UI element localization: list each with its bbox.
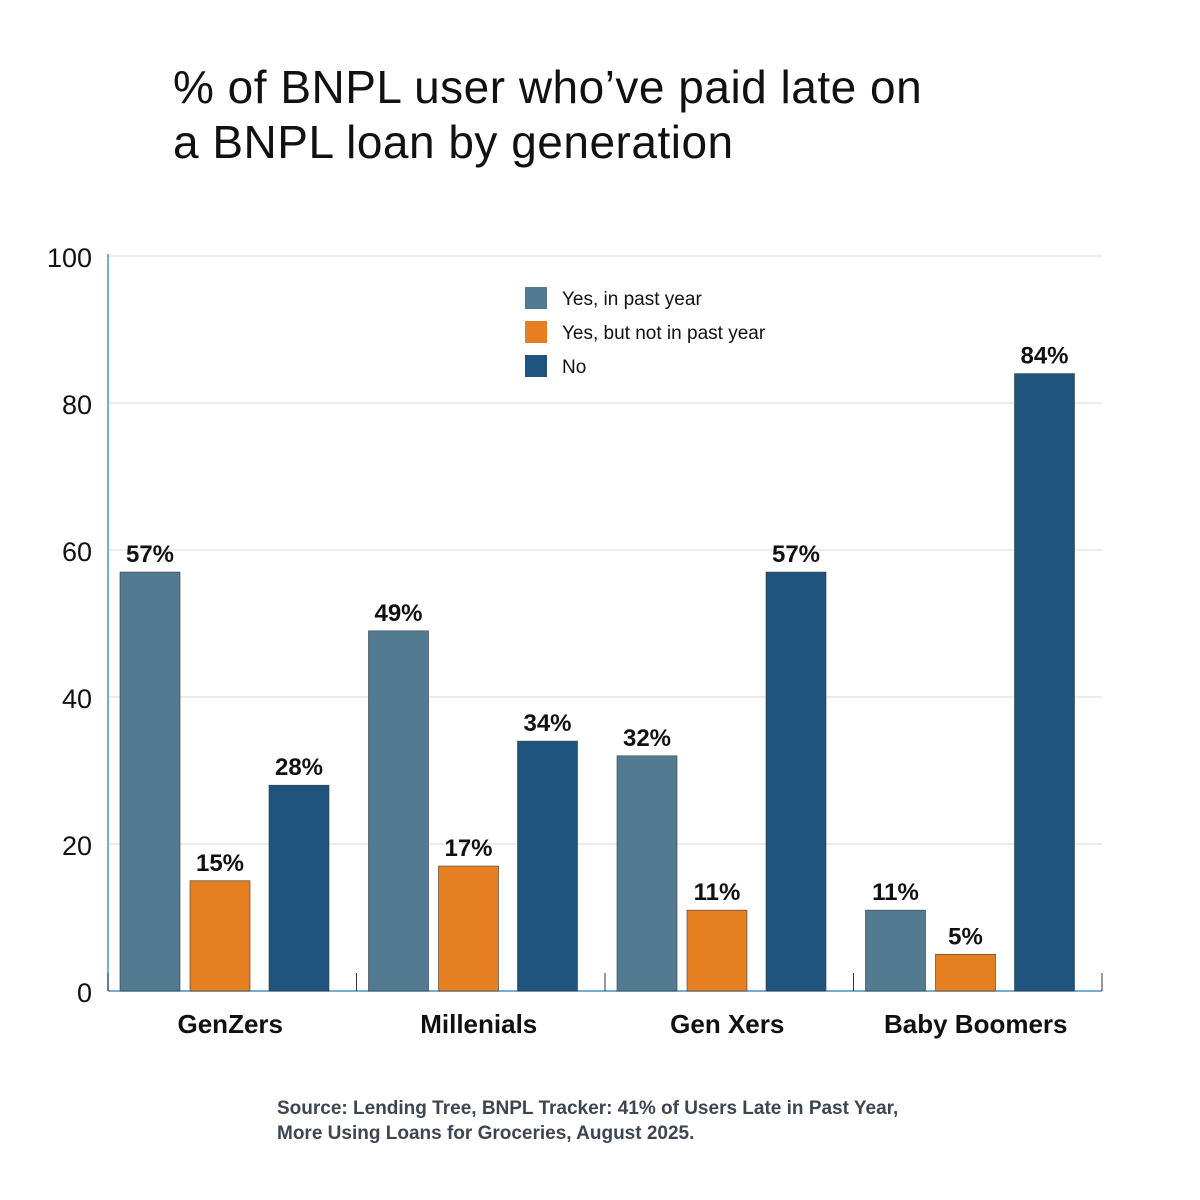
legend-swatch	[525, 355, 547, 377]
data-label: 84%	[1020, 343, 1068, 370]
legend-swatch	[525, 287, 547, 309]
data-label: 11%	[872, 879, 919, 906]
data-label: 34%	[523, 710, 571, 737]
chart-title-line-2: a BNPL loan by generation	[173, 116, 734, 168]
legend-label: Yes, but not in past year	[562, 323, 766, 344]
bar-gen-xers-0	[616, 755, 678, 992]
source-line-2: More Using Loans for Groceries, August 2…	[277, 1123, 695, 1144]
bar-genzers-0	[119, 571, 181, 992]
bar-millenials-2	[517, 740, 578, 992]
data-label: 57%	[772, 541, 820, 568]
y-tick-label: 100	[47, 243, 92, 273]
chart-title: % of BNPL user who’ve paid late on a BNP…	[173, 60, 922, 170]
data-label: 11%	[694, 879, 741, 906]
category-label: GenZers	[178, 1009, 284, 1039]
legend-label: No	[562, 357, 586, 378]
legend-label: Yes, in past year	[562, 289, 702, 310]
bar-millenials-0	[368, 630, 429, 992]
bar-gen-xers-2	[765, 571, 827, 992]
legend-swatch	[525, 321, 547, 343]
y-tick-label: 20	[62, 831, 92, 861]
bar-baby-boomers-0	[865, 909, 926, 992]
data-label: 15%	[196, 850, 244, 877]
bar-baby-boomers-2	[1014, 373, 1075, 992]
bar-gen-xers-1	[686, 909, 748, 992]
data-label: 49%	[374, 600, 422, 627]
category-label: Gen Xers	[670, 1009, 784, 1039]
data-label: 5%	[948, 923, 983, 950]
chart-title-line-1: % of BNPL user who’ve paid late on	[173, 61, 923, 113]
bar-genzers-2	[268, 784, 330, 992]
y-tick-label: 0	[77, 978, 92, 1008]
bar-genzers-1	[189, 880, 251, 992]
source-line-1: Source: Lending Tree, BNPL Tracker: 41% …	[277, 1098, 899, 1119]
data-label: 57%	[126, 541, 174, 568]
category-label: Baby Boomers	[884, 1009, 1068, 1039]
bar-millenials-1	[438, 865, 499, 992]
bar-baby-boomers-1	[935, 953, 996, 992]
data-label: 17%	[444, 835, 492, 862]
category-label: Millenials	[420, 1009, 537, 1039]
data-label: 32%	[623, 725, 671, 752]
y-tick-label: 60	[62, 537, 92, 567]
y-tick-label: 40	[62, 684, 92, 714]
data-label: 28%	[275, 754, 323, 781]
source-note: Source: Lending Tree, BNPL Tracker: 41% …	[277, 1096, 898, 1146]
y-tick-label: 80	[62, 390, 92, 420]
